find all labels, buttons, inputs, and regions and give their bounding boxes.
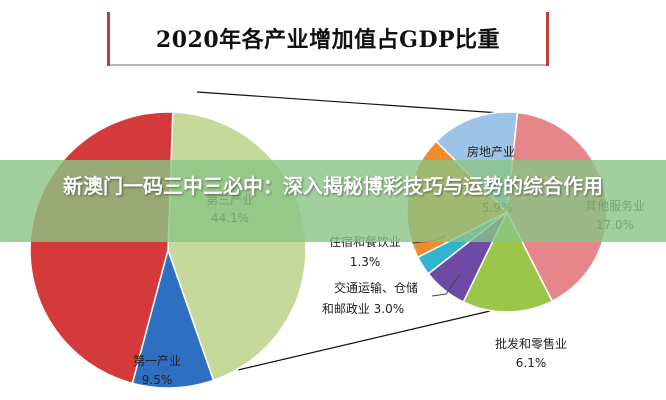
label-transport-line1: 交通运输、仓储 [334,280,418,295]
pie-slice-第一产业 [131,247,215,389]
leader-line-transport [431,273,461,297]
chart-title: 2020年各产业增加值占GDP比重 [155,27,501,53]
main-pie [29,111,307,389]
value-transport: 3.0% [374,302,405,316]
label-primary-industry: 第一产业 [133,354,181,368]
connector-lines [196,91,501,371]
pie-slice-批发和零售业 [462,210,554,313]
connector-line-top [196,91,501,114]
label-wholesale-retail: 批发和零售业 [495,336,567,351]
headline-text: 新澳门一码三中三必中：深入揭秘博彩技巧与运势的综合作用 [63,174,603,198]
value-primary-industry: 9.5% [142,373,173,387]
chart-title-box: 2020年各产业增加值占GDP比重 [107,12,549,66]
headline-banner: 新澳门一码三中三必中：深入揭秘博彩技巧与运势的综合作用 [0,160,666,242]
value-accommodation-catering: 1.3% [350,255,381,269]
value-wholesale-retail: 6.1% [516,356,547,370]
label-transport-line2: 和邮政业 3.0% [322,302,404,316]
connector-line-bottom [237,310,491,371]
label-real-estate: 房地产业 [467,144,515,159]
